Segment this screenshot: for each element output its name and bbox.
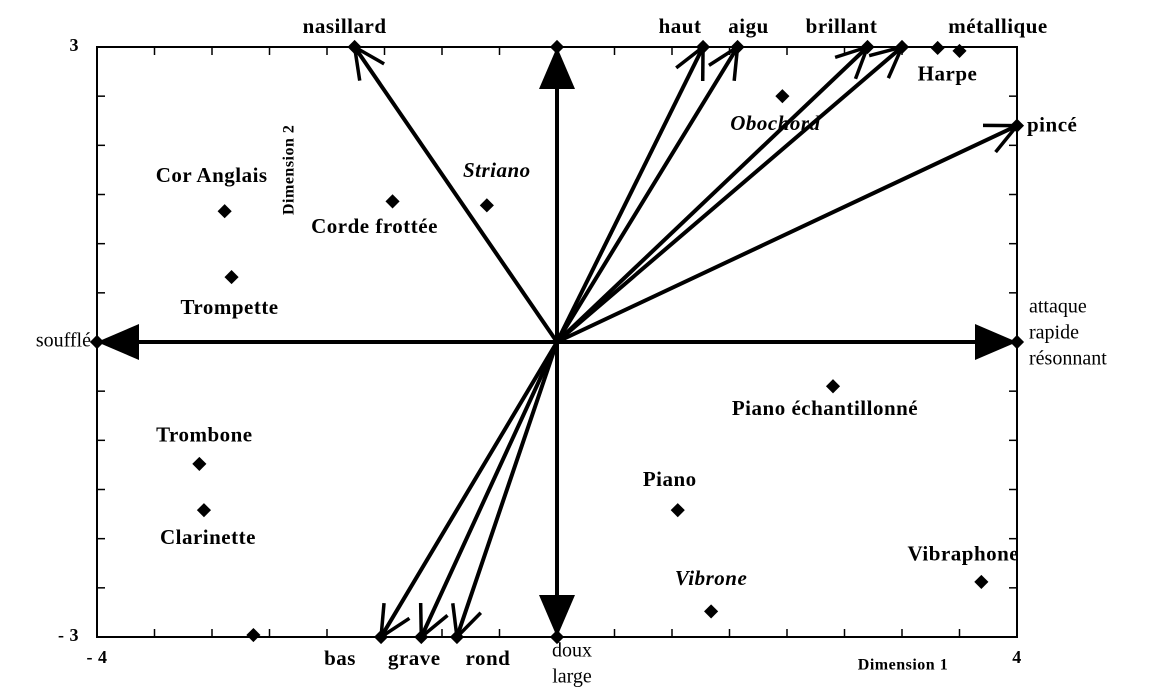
point (217, 204, 232, 219)
vector-end (549, 39, 565, 55)
point (775, 89, 790, 104)
point (670, 503, 685, 518)
vector-label: rond (466, 646, 511, 670)
vector-label: rapide (1029, 322, 1079, 344)
vector-label: résonnant (1029, 348, 1107, 370)
vector-shaft (379, 340, 559, 639)
vector-label: grave (388, 646, 441, 670)
vector-label: doux (552, 640, 592, 662)
vector-label: métallique (948, 14, 1048, 38)
vector-end (1009, 334, 1025, 350)
vector-end (414, 629, 429, 645)
point-label: Trombone (156, 423, 253, 447)
vector-shaft (555, 45, 869, 344)
arrow-head (539, 595, 575, 637)
x-tick-label: - 4 (87, 647, 108, 667)
y-tick-label: 3 (70, 35, 80, 55)
arrow-head (675, 45, 705, 70)
vector-label: attaque (1029, 296, 1087, 318)
point-label: Clarinette (160, 525, 256, 549)
point-label: Striano (463, 158, 531, 182)
vector-label: large (552, 666, 592, 688)
vector (555, 39, 745, 344)
point-label: Harpe (918, 62, 978, 86)
vector-shaft (555, 45, 740, 344)
vector-end (695, 39, 711, 55)
vector-end (549, 629, 565, 645)
point (952, 43, 967, 59)
arrow-head (97, 324, 139, 360)
vector-label: nasillard (303, 14, 387, 38)
point-label: Obochord (730, 111, 820, 135)
vector (555, 39, 875, 344)
point (479, 198, 494, 213)
arrow-head (455, 611, 483, 639)
arrow-head (539, 47, 575, 89)
point-label: Vibraphone (908, 542, 1020, 566)
arrow-head (420, 614, 449, 639)
vector (556, 118, 1025, 344)
vector-end (373, 629, 389, 645)
vector (539, 39, 575, 342)
vector-label: pincé (1027, 112, 1077, 136)
point (192, 456, 207, 472)
vector (89, 324, 557, 360)
point (930, 40, 945, 56)
point-label: Vibrone (675, 566, 747, 590)
vector-end (894, 39, 910, 55)
vector-shaft (555, 46, 705, 343)
arrow-head (380, 616, 411, 639)
vector-shaft (555, 45, 904, 344)
vector-end (730, 39, 745, 55)
vector-end (1009, 118, 1025, 133)
vector (373, 340, 559, 645)
point (385, 194, 400, 209)
arrow-head (353, 45, 385, 66)
vector-end (89, 334, 105, 350)
point-label: Corde frottée (311, 214, 438, 238)
arrow-head (886, 46, 904, 79)
vector-label: soufflé (36, 330, 91, 352)
point (825, 379, 841, 394)
x-tick-label: 4 (1012, 647, 1022, 667)
y-tick-label: - 3 (58, 625, 79, 645)
point-label: Trompette (180, 295, 278, 319)
vector-shaft (419, 341, 559, 638)
vector-label: haut (659, 14, 702, 38)
point (224, 270, 239, 285)
vector (414, 341, 559, 645)
vector-end (449, 629, 465, 645)
vector (449, 341, 559, 645)
vector-shaft (352, 45, 559, 344)
vector-end (347, 39, 362, 55)
vector-shaft (556, 123, 1018, 344)
point (246, 627, 261, 643)
point (196, 503, 212, 518)
point (704, 604, 719, 619)
vector-label: brillant (806, 14, 878, 38)
x-axis-label: Dimension 1 (858, 657, 948, 674)
point-label: Piano échantillonné (732, 396, 918, 420)
vector (539, 342, 575, 645)
vector (555, 39, 910, 344)
arrow-head (975, 324, 1017, 360)
y-axis-label: Dimension 2 (281, 125, 298, 215)
arrow-head (994, 124, 1019, 154)
point (974, 574, 989, 590)
arrow-head (708, 45, 739, 67)
vector-label: bas (324, 646, 356, 670)
arrow-head (853, 46, 870, 80)
arrow-head (834, 45, 869, 60)
vector-label: aigu (728, 14, 769, 38)
vector (347, 39, 559, 344)
vector-shaft (455, 341, 559, 638)
vector (557, 324, 1025, 360)
vector (555, 39, 711, 343)
point-label: Piano (643, 467, 697, 491)
vector-end (860, 39, 875, 55)
point-label: Cor Anglais (156, 163, 268, 187)
